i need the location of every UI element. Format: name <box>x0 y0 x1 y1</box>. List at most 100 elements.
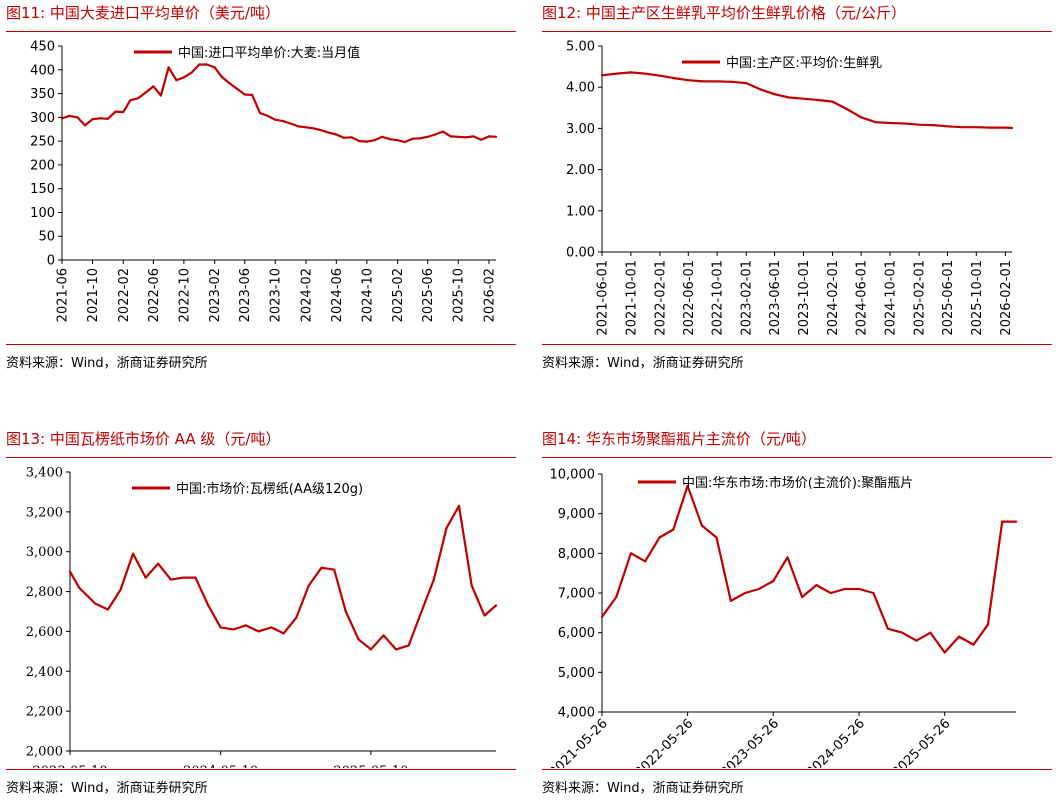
y-tick-label: 100 <box>30 206 55 221</box>
data-point <box>333 568 336 571</box>
data-point <box>235 87 239 90</box>
data-point <box>182 76 185 79</box>
data-point <box>716 80 719 83</box>
y-tick-label: 8,000 <box>558 547 595 562</box>
y-tick-label: 2.00 <box>566 163 595 178</box>
data-point <box>644 72 647 75</box>
data-point <box>886 627 889 630</box>
y-tick-label: 300 <box>30 111 55 126</box>
data-point <box>457 135 460 138</box>
data-point <box>487 135 491 138</box>
data-point <box>434 133 437 136</box>
y-tick-label: 5.00 <box>566 40 595 55</box>
x-tick-label: 2024-02-01 <box>826 260 841 336</box>
data-point <box>169 578 172 581</box>
data-point <box>874 121 877 124</box>
x-tick-label: 2025-05-10 <box>333 764 408 768</box>
data-point <box>307 584 310 587</box>
legend-label: 中国:华东市场:市场价(主流价):聚酯瓶片 <box>682 475 913 491</box>
data-point <box>872 591 875 595</box>
chart-title: 图14: 华东市场聚酯瓶片主流价（元/吨） <box>542 430 816 448</box>
x-tick-label: 2023-10-01 <box>797 260 812 336</box>
data-point <box>672 528 675 531</box>
data-point <box>407 644 410 647</box>
data-point <box>190 71 193 74</box>
data-point <box>411 137 414 140</box>
data-point <box>816 98 819 102</box>
x-tick-label: 2022-05-26 <box>632 716 696 768</box>
data-point <box>335 133 338 136</box>
y-tick-label: 400 <box>30 63 55 78</box>
panel-barley-price: 图11: 中国大麦进口平均单价（美元/吨） 450 400 350 300 250 200… <box>6 0 516 380</box>
data-point <box>312 127 315 130</box>
data-point <box>686 484 689 487</box>
x-tick-label: 2025-02-01 <box>913 260 928 336</box>
data-point <box>975 126 978 129</box>
data-point <box>257 630 260 633</box>
data-point <box>83 124 87 127</box>
x-tick-label: 2022-10-01 <box>711 260 726 336</box>
data-point <box>394 648 398 651</box>
x-tick-label: 2023-05-10 <box>33 764 108 768</box>
data-point <box>615 72 618 75</box>
data-point <box>629 71 632 74</box>
data-point <box>266 114 269 117</box>
data-point <box>122 111 125 114</box>
source-note: 资料来源：Wind，浙商证券研究所 <box>542 356 744 371</box>
y-tick-label: 2,400 <box>26 665 63 680</box>
data-point <box>94 602 97 605</box>
y-tick-label: 9,000 <box>558 507 595 522</box>
data-point <box>700 524 703 527</box>
data-point <box>801 595 804 599</box>
data-point <box>888 121 892 125</box>
x-tick-label: 2024-02 <box>300 268 315 322</box>
footer-divider <box>6 769 516 770</box>
data-point <box>470 584 473 587</box>
data-point <box>194 576 197 579</box>
data-point <box>986 623 989 626</box>
y-tick-label: 6,000 <box>558 626 595 641</box>
data-point <box>232 628 235 631</box>
chart-title: 图11: 中国大麦进口平均单价（美元/吨） <box>6 4 280 22</box>
data-point <box>304 126 308 129</box>
x-tick-label: 2025-06-01 <box>941 260 956 336</box>
x-tick-label: 2025-05-26 <box>889 716 953 768</box>
data-point <box>901 631 904 634</box>
data-point <box>420 610 423 613</box>
data-point <box>369 648 372 651</box>
data-point <box>629 552 632 555</box>
data-point <box>730 80 733 83</box>
x-tick-label: 2024-05-10 <box>183 764 258 768</box>
data-point <box>1014 520 1018 523</box>
chart-title: 图12: 中国主产区生鲜乳平均价生鲜乳价格（元/公斤） <box>542 4 906 22</box>
data-point <box>68 570 72 573</box>
data-point <box>99 117 102 120</box>
y-tick-label: 350 <box>30 87 55 102</box>
data-point <box>1001 520 1004 523</box>
x-tick-label: 2022-10 <box>177 268 192 322</box>
y-tick-label: 0.00 <box>566 246 595 261</box>
data-point <box>672 77 675 80</box>
x-tick-label: 2021-06 <box>56 268 71 322</box>
data-point <box>989 126 992 129</box>
data-point <box>68 114 71 117</box>
y-tick-label: 4,000 <box>558 706 595 721</box>
data-point <box>373 139 376 142</box>
y-tick-label: 50 <box>38 230 55 245</box>
x-tick-label: 2021-10-01 <box>624 260 639 336</box>
data-point <box>282 632 285 635</box>
legend: 中国:进口平均单价:大麦:当月值 <box>134 45 360 61</box>
data-point <box>342 136 345 139</box>
data-point <box>843 587 846 591</box>
x-tick-label: 2021-05-26 <box>547 716 611 768</box>
data-point <box>1004 126 1007 129</box>
x-tick-label: 2024-10-01 <box>883 260 898 336</box>
x-tick-label: 2023-02-01 <box>740 260 755 336</box>
y-tick-label: 250 <box>30 135 55 150</box>
series-line <box>601 71 1013 130</box>
data-point <box>244 624 247 627</box>
data-point <box>220 75 223 78</box>
y-tick-label: 2,800 <box>26 585 63 600</box>
y-tick-label: 4.00 <box>566 81 595 96</box>
source-note: 资料来源：Wind，浙商证券研究所 <box>6 356 208 371</box>
